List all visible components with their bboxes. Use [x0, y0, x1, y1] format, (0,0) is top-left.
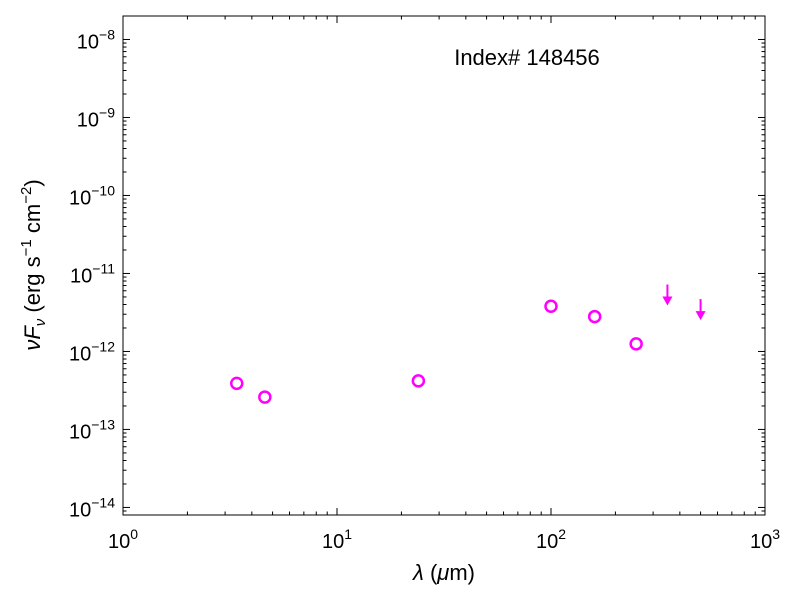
y-tick-label: 10−12	[69, 338, 115, 365]
y-tick-label: 10−8	[77, 26, 115, 53]
x-axis-unit-open: (	[424, 560, 438, 585]
plot-marks	[229, 284, 706, 404]
x-tick-label: 102	[536, 526, 566, 553]
data-point	[544, 299, 558, 313]
y-tick-label: 10−13	[69, 416, 115, 443]
y-tick-label: 10−10	[69, 182, 115, 209]
y-axis-text-3: )	[20, 179, 45, 186]
data-point	[587, 309, 602, 324]
y-axis-label: νFν (erg s−1 cm−2)	[18, 179, 49, 350]
x-axis-unit-mu: μ	[436, 560, 449, 585]
upper-limit-arrow	[695, 299, 706, 321]
axis-ticks	[122, 16, 766, 515]
y-tick-label: 10−11	[70, 260, 115, 287]
x-axis-unit-rest: m)	[449, 560, 475, 585]
x-axis-label: λ (μm)	[412, 560, 475, 585]
upper-limit-head	[695, 311, 706, 321]
upper-limit-head	[662, 296, 673, 306]
data-point	[258, 390, 272, 404]
y-axis-subscript: ν	[32, 318, 49, 326]
upper-limit-arrow	[662, 284, 673, 306]
x-tick-label: 103	[750, 526, 780, 553]
x-axis-symbol: λ	[412, 560, 424, 585]
y-axis-exp-1: −1	[18, 239, 35, 256]
y-tick-label: 10−14	[69, 494, 115, 521]
tick-labels: 100 101 102 103 10−14 10−13 10−12 10−11 10−10 10−…	[69, 26, 780, 553]
y-axis-text-1: (erg s	[20, 256, 45, 318]
y-axis-text-2: cm	[20, 204, 45, 239]
data-point	[629, 337, 643, 351]
y-axis-exp-2: −2	[18, 187, 35, 204]
plot-frame	[122, 15, 766, 516]
y-axis-symbol: νF	[20, 325, 45, 351]
x-tick-label: 100	[108, 526, 138, 553]
chart-annotation: Index# 148456	[454, 45, 600, 70]
data-point	[229, 376, 244, 391]
x-tick-label: 101	[322, 526, 352, 553]
y-tick-label: 10−9	[77, 104, 115, 131]
data-point	[411, 374, 426, 388]
